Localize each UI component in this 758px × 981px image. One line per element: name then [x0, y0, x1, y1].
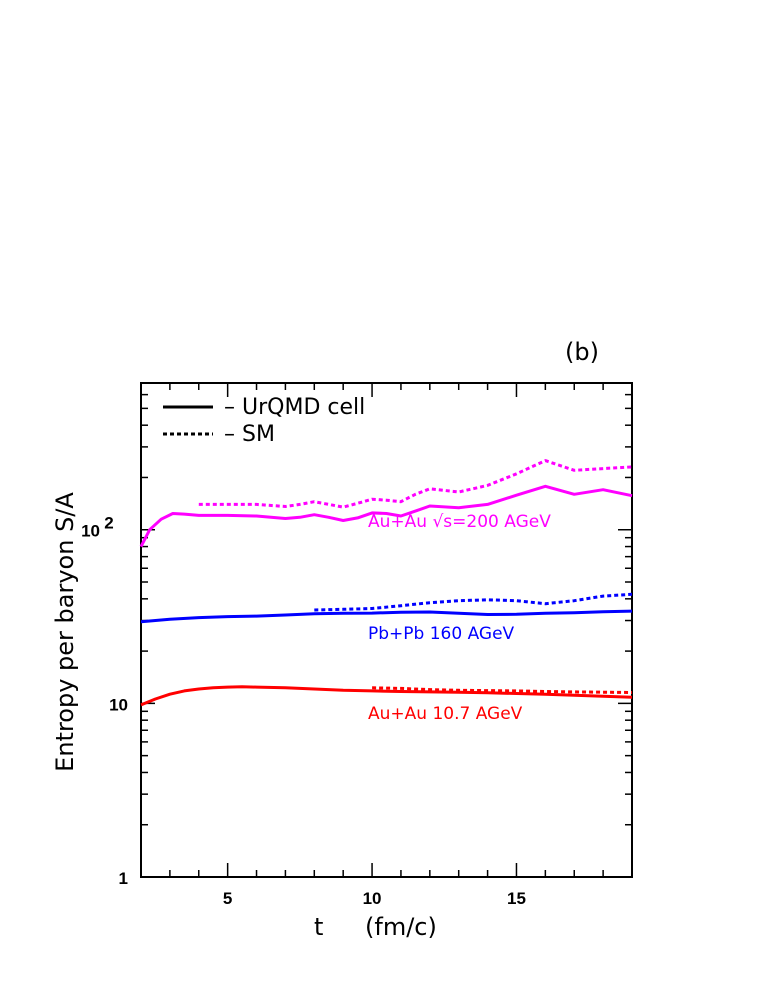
series-line-dotted — [314, 592, 633, 612]
series-line-solid — [139, 484, 633, 548]
y-tick-label: 10 — [109, 695, 128, 714]
panel-label: (b) — [565, 338, 599, 366]
x-tick-label: 10 — [363, 889, 382, 908]
series-label: Pb+Pb 160 AGeV — [368, 624, 515, 644]
x-tick-label: 15 — [507, 889, 526, 908]
y-axis-title: Entropy per baryon S/A — [51, 492, 79, 772]
series-line-solid — [140, 609, 633, 624]
series-line-solid — [140, 685, 633, 707]
y-tick-exponent: 2 — [104, 514, 113, 533]
series-layer: Au+Au √s=200 AGeV Pb+Pb 160 AGeV Au+Au 10.… — [139, 459, 633, 724]
series-line-dotted — [372, 686, 633, 694]
series-label: Au+Au 10.7 AGeV — [368, 704, 523, 724]
legend: – UrQMD cell – SM — [163, 395, 365, 447]
legend-dotted-label: – SM — [224, 422, 275, 447]
plot-frame — [140, 382, 633, 878]
y-tick-label: 1 — [119, 869, 128, 888]
y-tick-label: 10 — [81, 522, 100, 541]
x-axis-title-variable: t — [314, 913, 323, 941]
series-label: Au+Au √s=200 AGeV — [368, 512, 551, 532]
series-line-dotted — [198, 459, 633, 509]
legend-solid-label: – UrQMD cell — [224, 395, 365, 420]
x-axis-title-unit: (fm/c) — [365, 913, 437, 941]
x-tick-label: 5 — [223, 889, 232, 908]
